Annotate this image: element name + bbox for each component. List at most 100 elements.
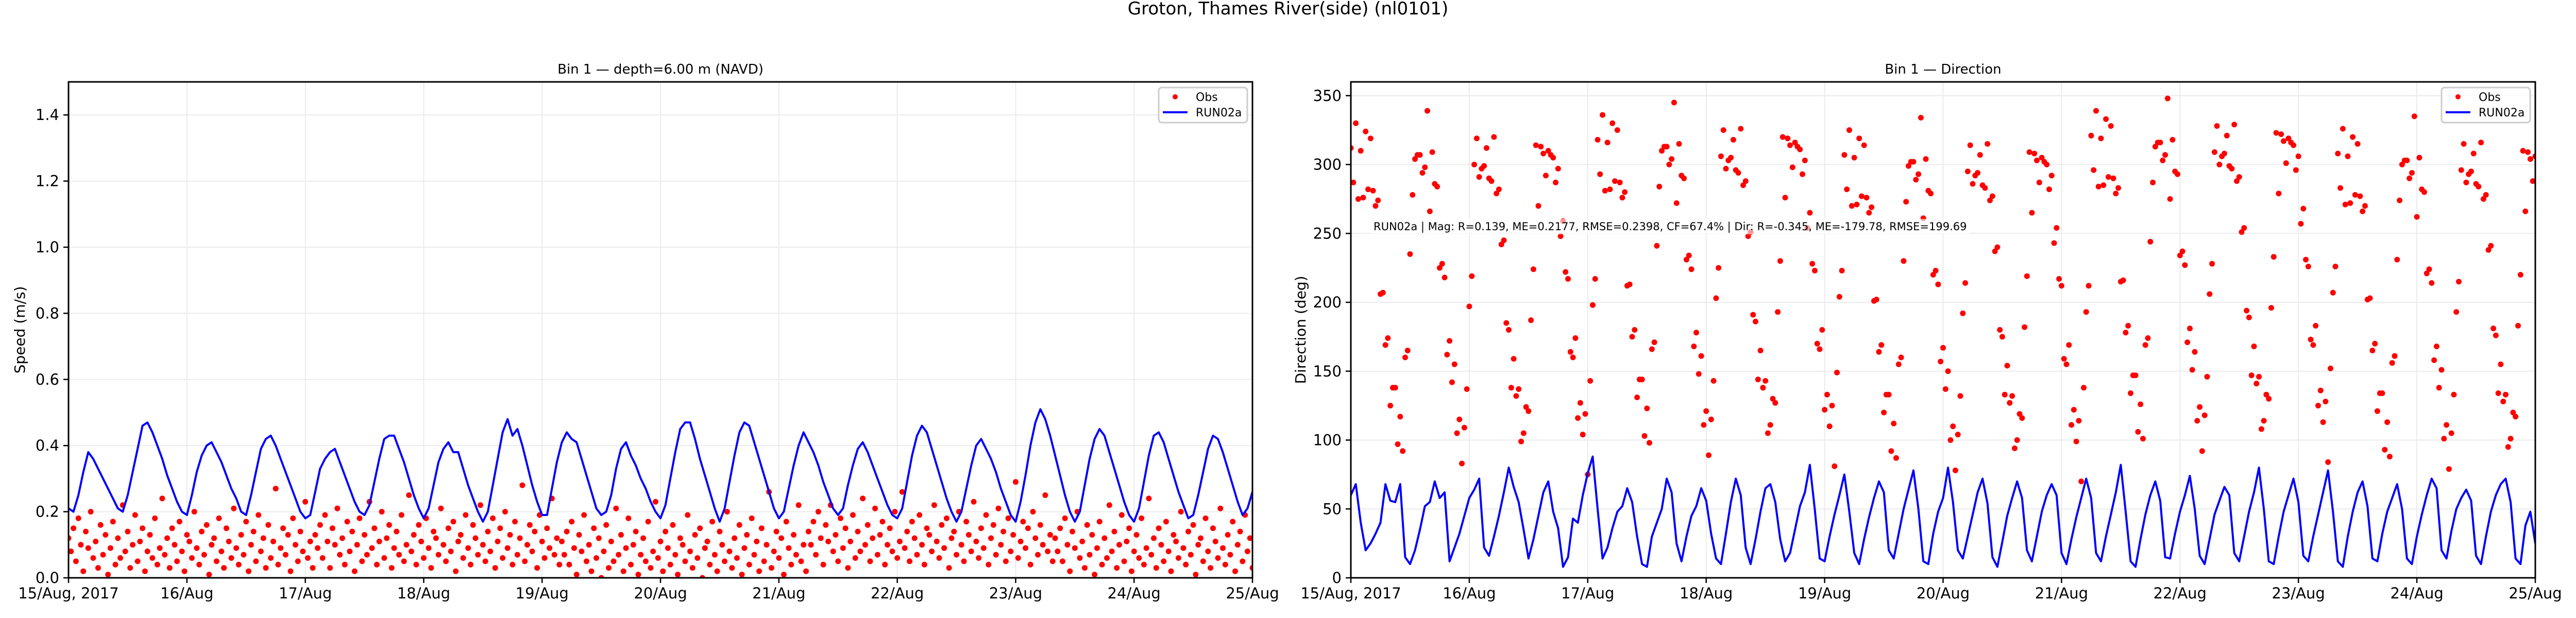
direction-obs-point (1728, 154, 1734, 161)
speed-obs-point (122, 548, 128, 555)
direction-obs-point (2315, 403, 2321, 409)
direction-obs-point (2108, 123, 2114, 129)
speed-obs-point (351, 568, 358, 574)
direction-obs-point (2197, 404, 2203, 410)
direction-y-tick-label: 100 (1313, 432, 1342, 449)
direction-obs-point (1975, 170, 1981, 176)
speed-obs-point (443, 558, 449, 564)
speed-obs-point (645, 519, 651, 525)
speed-obs-point (818, 535, 824, 541)
direction-obs-point (1903, 199, 1909, 205)
speed-y-tick-label: 0.4 (36, 437, 59, 454)
speed-obs-point (808, 542, 814, 548)
speed-legend-box (1158, 87, 1248, 124)
direction-x-axis: 15/Aug, 2017 16/Aug 17/Aug 18/Aug 19/Aug 20/A… (1300, 578, 2562, 602)
direction-obs-point (1807, 210, 1813, 216)
speed-y-tick-label: 0.8 (36, 304, 59, 322)
speed-y-tick-label: 1.2 (36, 173, 59, 190)
direction-obs-point (2199, 448, 2205, 454)
speed-obs-point (117, 555, 123, 561)
speed-obs-point (246, 568, 251, 574)
direction-obs-point (1671, 99, 1677, 106)
direction-obs-point (2164, 95, 2171, 101)
direction-obs-point (1600, 112, 1605, 118)
speed-obs-point (342, 561, 348, 568)
speed-obs-point (1049, 558, 1056, 564)
speed-obs-point (492, 565, 498, 571)
direction-obs-point (2498, 361, 2504, 367)
direction-obs-point (2273, 130, 2279, 136)
direction-obs-point (1861, 142, 1867, 148)
speed-obs-point (561, 552, 567, 558)
speed-obs-point (1124, 538, 1130, 544)
speed-obs-point (714, 568, 720, 574)
speed-obs-point (196, 561, 202, 568)
speed-obs-point (206, 572, 212, 578)
direction-obs-point (1526, 408, 1532, 414)
direction-obs-point (1762, 378, 1769, 384)
speed-obs-point (470, 522, 476, 528)
direction-obs-point (1676, 141, 1682, 147)
direction-obs-point (2100, 182, 2107, 188)
speed-obs-point (1062, 515, 1068, 521)
speed-obs-point (332, 542, 338, 548)
direction-obs-point (1836, 294, 1842, 300)
speed-obs-point (751, 552, 757, 558)
direction-obs-point (2281, 138, 2286, 144)
speed-obs-point (95, 565, 101, 571)
direction-obs-point (1772, 400, 1778, 406)
speed-obs-point (948, 535, 955, 541)
speed-obs-point (1165, 548, 1172, 555)
speed-obs-point (450, 519, 456, 525)
speed-obs-point (1171, 532, 1177, 538)
direction-obs-point (2424, 270, 2430, 277)
speed-obs-point (391, 545, 397, 551)
direction-obs-point (2328, 365, 2333, 371)
speed-x-tick-label: 25/Aug (1226, 585, 1279, 602)
direction-obs-point (1777, 258, 1783, 264)
speed-obs-point (692, 532, 698, 538)
direction-obs-point (2066, 342, 2072, 348)
speed-y-tick-label: 0.6 (36, 371, 59, 388)
speed-obs-point (529, 548, 535, 555)
direction-obs-point (2229, 166, 2235, 171)
direction-obs-point (1895, 361, 1902, 367)
direction-obs-point (2488, 243, 2494, 249)
direction-obs-point (2170, 136, 2176, 143)
direction-obs-point (1358, 148, 1364, 154)
speed-obs-point (478, 502, 483, 508)
direction-obs-point (2177, 252, 2183, 259)
speed-obs-point (1178, 509, 1184, 515)
direction-obs-point (2073, 438, 2079, 444)
speed-obs-point (512, 519, 518, 525)
direction-obs-point (1577, 400, 1583, 406)
direction-obs-point (1404, 348, 1411, 354)
speed-obs-point (315, 545, 320, 551)
direction-obs-point (2313, 323, 2319, 329)
speed-obs-point (164, 535, 170, 541)
speed-obs-point (588, 568, 595, 574)
speed-obs-point (921, 561, 927, 568)
speed-obs-point (270, 538, 276, 544)
direction-obs-point (1639, 376, 1645, 383)
direction-obs-point (1647, 440, 1652, 446)
direction-obs-point (2278, 131, 2284, 138)
speed-obs-point (349, 528, 355, 535)
direction-obs-point (2076, 418, 2082, 424)
direction-obs-point (2187, 325, 2193, 332)
speed-obs-point (1003, 558, 1009, 564)
speed-obs-point (256, 512, 262, 518)
direction-obs-point (2054, 225, 2060, 231)
direction-obs-point (2317, 387, 2324, 393)
speed-obs-point (445, 525, 451, 531)
speed-y-tick-label: 1.4 (36, 106, 59, 124)
speed-obs-point (1037, 522, 1043, 528)
direction-obs-point (1641, 433, 1648, 439)
speed-obs-point (460, 555, 466, 561)
direction-obs-point (1543, 173, 1549, 179)
direction-obs-point (2083, 309, 2089, 315)
speed-obs-point (369, 545, 375, 551)
direction-obs-point (1757, 348, 1764, 354)
direction-obs-point (1422, 164, 1428, 170)
